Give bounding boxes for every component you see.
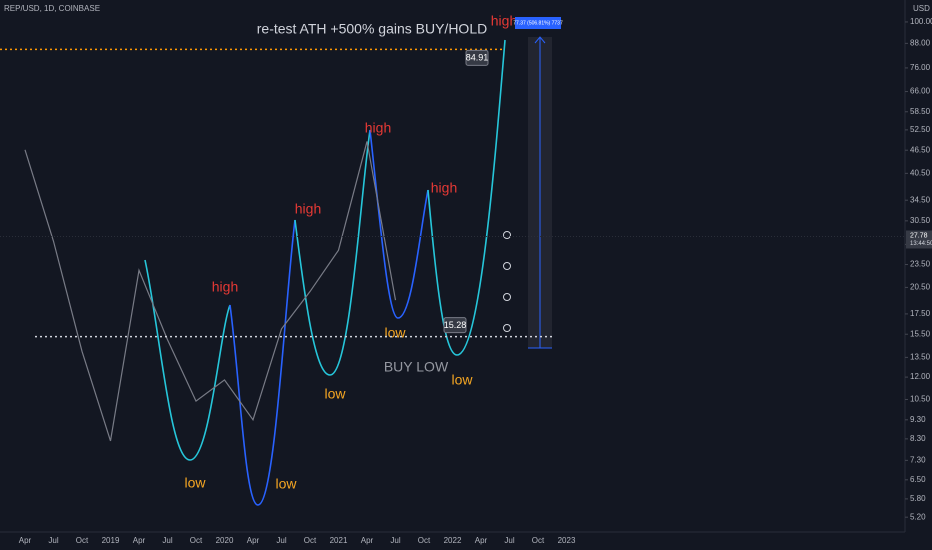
y-tick-label: 23.50	[910, 260, 931, 269]
y-tick-label: 66.00	[910, 87, 931, 96]
last-price-box	[906, 230, 932, 249]
measure-label-box	[515, 17, 561, 29]
y-tick-label: 9.30	[910, 415, 926, 424]
x-tick-label: 2023	[558, 536, 576, 545]
price-line	[24, 141, 397, 442]
measure-label: 77.37 (506.81%) 7737	[513, 20, 563, 26]
x-tick-label: Oct	[76, 536, 89, 545]
low-label: low	[451, 372, 473, 388]
cycle-curve	[229, 219, 296, 506]
x-tick-label: Apr	[475, 536, 488, 545]
low-label: low	[384, 325, 406, 341]
x-tick-label: Oct	[532, 536, 545, 545]
x-tick-label: Oct	[190, 536, 203, 545]
y-tick-label: 5.80	[910, 494, 926, 503]
y-tick-label: 7.30	[910, 455, 926, 464]
y-tick-label: 13.50	[910, 352, 931, 361]
arrow-icon	[503, 262, 511, 270]
resistance-tag-box	[465, 49, 489, 66]
y-tick-label: 76.00	[910, 63, 931, 72]
x-tick-label: Oct	[418, 536, 431, 545]
y-tick-label: 58.50	[910, 107, 931, 116]
support-tag: 15.28	[444, 320, 467, 330]
high-label: high	[365, 120, 391, 136]
y-tick-label: 15.50	[910, 329, 931, 338]
y-tick-label: 30.50	[910, 216, 931, 225]
x-tick-label: Apr	[133, 536, 146, 545]
y-tick-label: 17.50	[910, 309, 931, 318]
y-tick-label: 20.50	[910, 283, 931, 292]
measure-arrowhead	[534, 36, 546, 44]
high-label: high	[295, 201, 321, 217]
x-tick-label: Oct	[304, 536, 317, 545]
x-tick-label: Jul	[48, 536, 58, 545]
countdown: 13:44:50	[910, 241, 932, 247]
resistance-tag: 84.91	[466, 53, 489, 63]
x-tick-label: 2019	[102, 536, 120, 545]
currency: USD	[913, 4, 930, 13]
y-tick-label: 10.50	[910, 395, 931, 404]
y-tick-label: 6.50	[910, 475, 926, 484]
cycle-curve	[144, 259, 231, 461]
high-label: high	[431, 180, 457, 196]
symbol-header: REP/USD, 1D, COINBASE	[4, 4, 100, 13]
y-tick-label: 46.50	[910, 145, 931, 154]
x-tick-label: Jul	[504, 536, 514, 545]
last-price: 27.78	[910, 232, 928, 239]
low-label: low	[184, 475, 206, 491]
x-tick-label: Jul	[162, 536, 172, 545]
arrow-icon	[503, 293, 511, 301]
x-tick-label: Jul	[276, 536, 286, 545]
x-tick-label: 2020	[216, 536, 234, 545]
cycle-curve	[427, 39, 506, 356]
y-tick-label: 12.00	[910, 372, 931, 381]
x-tick-label: Apr	[247, 536, 260, 545]
x-tick-label: Apr	[19, 536, 32, 545]
arrow-icon	[503, 324, 511, 332]
arrow-icon	[503, 231, 511, 239]
y-tick-label: 40.50	[910, 168, 931, 177]
title-annotation: re-test ATH +500% gains BUY/HOLD	[257, 21, 487, 37]
x-tick-label: Jul	[390, 536, 400, 545]
y-tick-label: 5.20	[910, 512, 926, 521]
y-tick-label: 52.50	[910, 125, 931, 134]
x-tick-label: 2021	[330, 536, 348, 545]
low-label: low	[275, 476, 297, 492]
high-label: high	[491, 13, 517, 29]
high-label: high	[212, 279, 238, 295]
x-tick-label: 2022	[444, 536, 462, 545]
x-tick-label: Apr	[361, 536, 374, 545]
low-label: low	[324, 386, 346, 402]
y-tick-label: 100.00	[910, 17, 932, 26]
y-tick-label: 34.50	[910, 195, 931, 204]
buy-low-annotation: BUY LOW	[384, 359, 449, 375]
y-tick-label: 88.00	[910, 38, 931, 47]
y-tick-label: 8.30	[910, 434, 926, 443]
support-tag-box	[443, 317, 467, 334]
